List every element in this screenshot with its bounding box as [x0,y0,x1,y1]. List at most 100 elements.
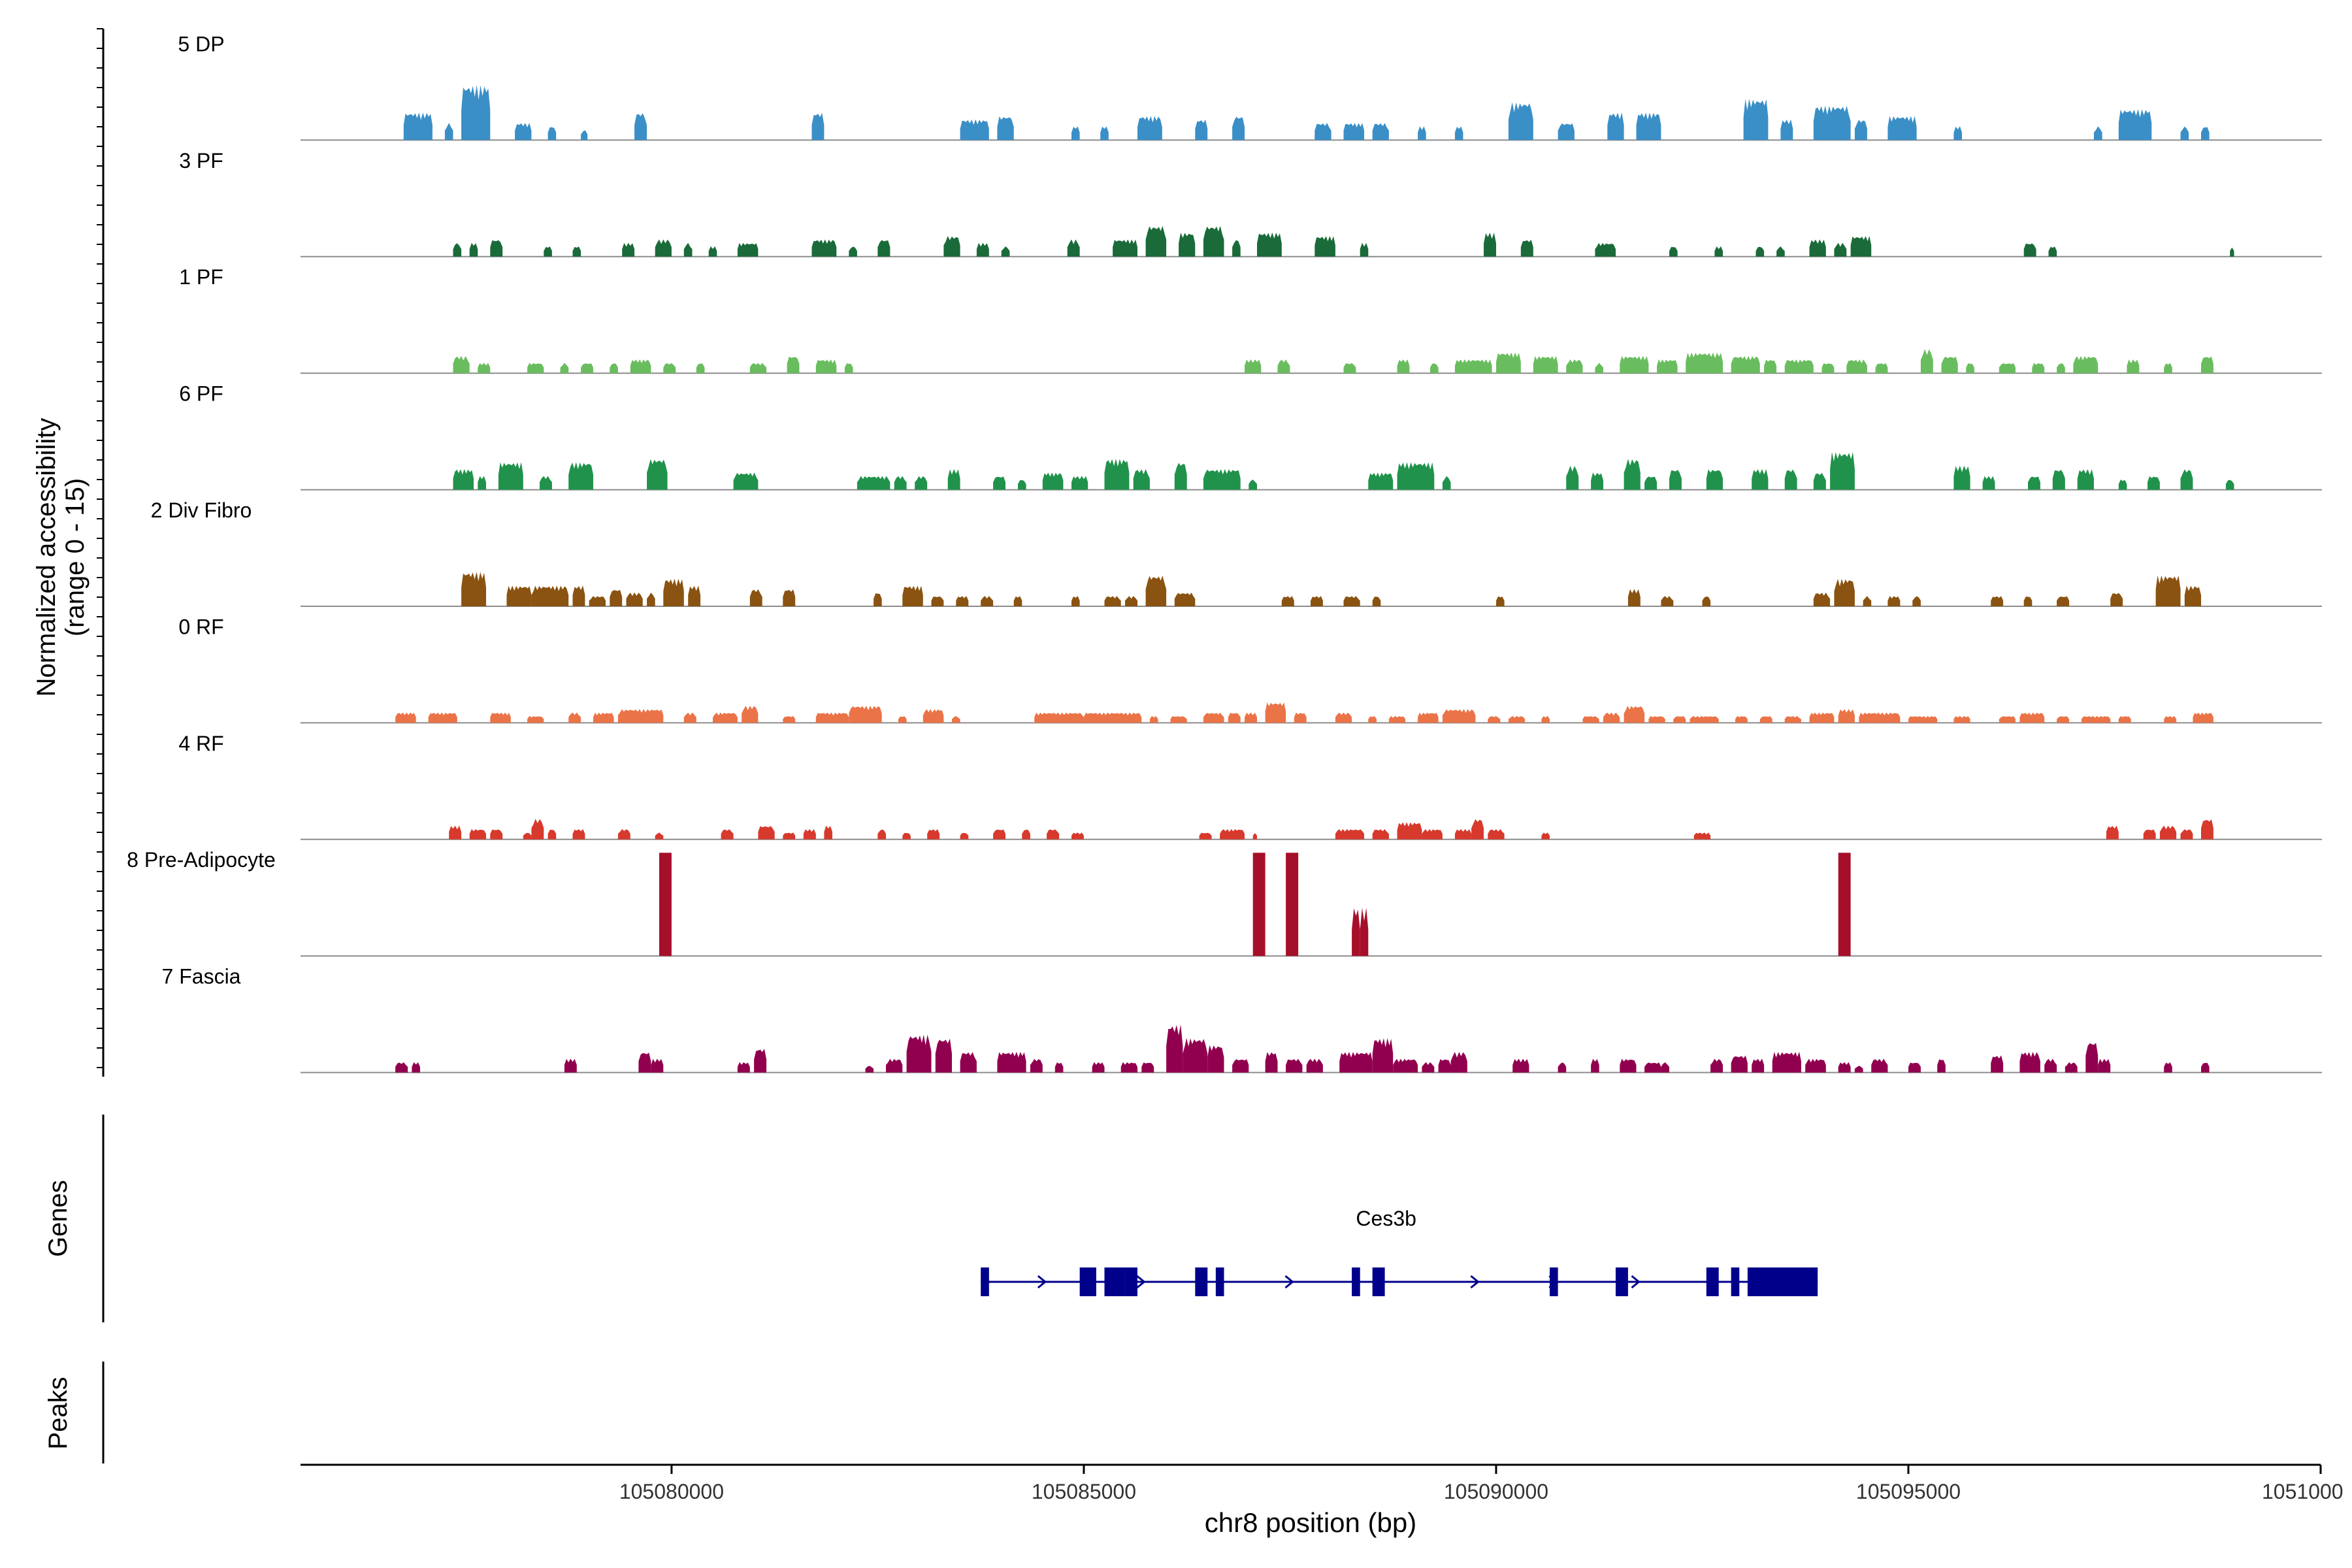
coverage-peak [1430,363,1439,374]
track-5-dp: 5 DP [178,32,2322,141]
coverage-peak [981,596,994,606]
coverage-peak [1603,712,1620,723]
coverage-peak [1595,363,1603,374]
track-4-rf: 4 RF [178,732,2322,840]
coverage-peak [1454,829,1472,840]
coverage-peak [811,239,837,257]
coverage-peak [1207,1045,1224,1073]
coverage-peak [1520,239,1533,257]
coverage-peak [1620,1058,1637,1073]
coverage-peak [469,242,478,257]
coverage-peak [1764,359,1777,374]
coverage-peak [1636,112,1661,140]
coverage-peak [527,715,544,723]
coverage-peak [1018,480,1026,490]
strand-arrow [1037,1275,1047,1289]
coverage-peak [1232,240,1241,257]
track-1-pf: 1 PF [179,265,2322,374]
coverage-peak [572,829,585,840]
coverage-peak [1170,716,1187,723]
coverage-peak [395,1062,408,1073]
coverage-peak [547,127,557,140]
coverage-peak [634,113,647,140]
coverage-peak [931,596,944,606]
coverage-peak [1756,246,1765,257]
coverage-peak [865,1066,874,1073]
coverage-peak [626,592,643,606]
coverage-peak [1657,359,1678,374]
coverage-peak [1360,907,1369,956]
coverage-peak [610,363,618,374]
coverage-peak [857,476,890,490]
coverage-peak [593,712,614,723]
coverage-peak [1863,596,1872,606]
coverage-peak [1669,470,1682,490]
track-8-pre-adipocyte: 8 Pre-Adipocyte [127,848,2322,957]
coverage-peak [1673,716,1686,723]
coverage-peak [1999,363,2016,374]
coverage-peak [1179,233,1196,257]
coverage-peak [2077,469,2094,490]
gene-exon [1549,1267,1558,1296]
coverage-peak [1137,116,1162,140]
coverage-peak [1821,363,1835,374]
coverage-peak [1591,472,1603,490]
coverage-peak [1335,712,1352,723]
coverage-peak [721,829,734,840]
coverage-peak [1286,1058,1303,1073]
coverage-peak [1953,715,1970,723]
coverage-peak [1784,469,1797,490]
coverage-peak [956,596,969,606]
coverage-peak [1422,829,1443,840]
coverage-peak [1071,476,1088,490]
coverage-peak [1100,126,1109,140]
coverage-peak [1203,712,1224,723]
coverage-peak [1805,1058,1826,1073]
coverage-peak [2019,712,2045,723]
coverage-peak [453,243,462,257]
coverage-peak [1315,236,1335,257]
gene-exon [1615,1267,1628,1296]
coverage-peak [1731,1055,1748,1073]
x-tick-label: 1051000 [2262,1480,2344,1503]
coverage-peak [1871,1058,1888,1073]
coverage-peak [1183,1037,1208,1073]
coverage-peak [815,359,837,374]
coverage-peak [1693,832,1711,840]
coverage-peak [395,712,416,723]
x-tick-label: 105090000 [1444,1480,1548,1503]
coverage-peak [1315,123,1331,140]
coverage-peak [1591,1058,1599,1073]
coverage-peak [1294,712,1307,723]
coverage-peak [997,116,1014,140]
coverage-peak [1624,706,1645,723]
gene-name-label: Ces3b [1356,1207,1416,1230]
strand-arrow [1470,1275,1480,1289]
coverage-peak [453,469,474,490]
coverage-peak [1908,1062,1921,1073]
coverage-peak [733,472,759,490]
coverage-peak [2019,1052,2040,1073]
coverage-peak [651,1058,664,1073]
gene-exon [1215,1267,1224,1296]
coverage-peak [2057,596,2070,606]
coverage-peak [1145,225,1167,257]
coverage-peak [2044,1058,2057,1073]
coverage-peak [2073,355,2099,374]
coverage-peak [2180,469,2193,490]
track-3-pf: 3 PF [179,149,2322,257]
coverage-peak [2118,480,2127,490]
coverage-peak [1352,908,1360,956]
gene-exon [1706,1267,1719,1296]
track-2-div-fibro: 2 Div Fibro [151,498,2322,607]
coverage-peak [1784,359,1814,374]
coverage-peak [490,240,503,257]
coverage-peak [2110,593,2123,606]
coverage-peak [531,819,544,840]
coverage-peak [1360,242,1369,257]
gene-track: Ces3b [981,1207,1818,1296]
coverage-peak [1228,713,1241,723]
coverage-peak [1838,709,1855,723]
coverage-peak [2201,819,2213,840]
coverage-peak [844,363,853,374]
